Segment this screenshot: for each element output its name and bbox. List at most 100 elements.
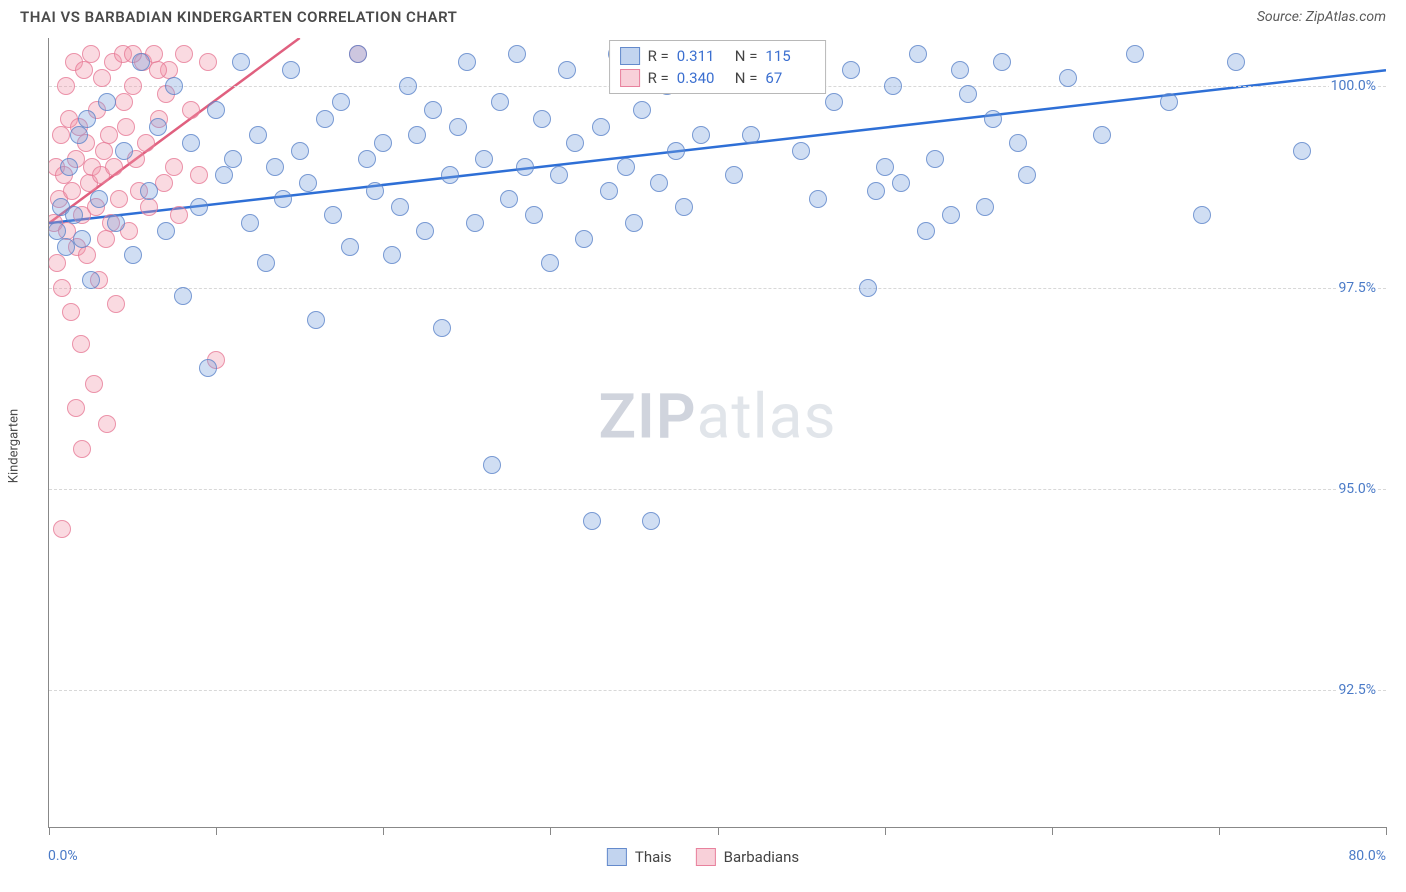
x-tick — [1219, 827, 1220, 835]
gridline — [49, 690, 1386, 691]
data-point — [525, 206, 543, 224]
data-point — [1126, 45, 1144, 63]
data-point — [942, 206, 960, 224]
data-point — [53, 279, 71, 297]
data-point — [274, 190, 292, 208]
data-point — [105, 158, 123, 176]
data-point — [249, 126, 267, 144]
data-point — [241, 214, 259, 232]
gridline — [49, 489, 1386, 490]
data-point — [93, 69, 111, 87]
data-point — [984, 110, 1002, 128]
data-point — [541, 254, 559, 272]
data-point — [62, 303, 80, 321]
data-point — [157, 222, 175, 240]
data-point — [117, 118, 135, 136]
data-point — [149, 118, 167, 136]
stat-label: N = — [735, 69, 758, 87]
data-point — [341, 238, 359, 256]
data-point — [316, 110, 334, 128]
data-point — [78, 246, 96, 264]
data-point — [458, 53, 476, 71]
data-point — [98, 415, 116, 433]
data-point — [416, 222, 434, 240]
chart-title: THAI VS BARBADIAN KINDERGARTEN CORRELATI… — [20, 8, 457, 26]
data-point — [876, 158, 894, 176]
stats-row-thais: R = 0.311 N = 115 — [620, 45, 816, 67]
data-point — [959, 85, 977, 103]
data-point — [299, 174, 317, 192]
data-point — [78, 110, 96, 128]
data-point — [182, 134, 200, 152]
data-point — [558, 61, 576, 79]
data-point — [107, 295, 125, 313]
x-tick — [550, 827, 551, 835]
data-point — [976, 198, 994, 216]
data-point — [82, 45, 100, 63]
data-point — [174, 287, 192, 305]
x-tick — [216, 827, 217, 835]
data-point — [391, 198, 409, 216]
x-tick — [885, 827, 886, 835]
data-point — [951, 61, 969, 79]
data-point — [53, 520, 71, 538]
data-point — [475, 150, 493, 168]
data-point — [650, 174, 668, 192]
data-point — [137, 134, 155, 152]
data-point — [466, 214, 484, 232]
data-point — [483, 456, 501, 474]
data-point — [358, 150, 376, 168]
data-point — [97, 230, 115, 248]
data-point — [424, 101, 442, 119]
data-point — [70, 126, 88, 144]
chart-plot-area: ZIPatlas 100.0%97.5%95.0%92.5% R = 0.311… — [48, 38, 1386, 828]
data-point — [575, 230, 593, 248]
data-point — [600, 182, 618, 200]
data-point — [67, 399, 85, 417]
data-point — [399, 77, 417, 95]
stats-row-barbadians: R = 0.340 N = 67 — [620, 67, 816, 89]
legend-item-thais: Thais — [607, 848, 672, 866]
data-point — [926, 150, 944, 168]
data-point — [190, 198, 208, 216]
data-point — [633, 101, 651, 119]
data-point — [57, 77, 75, 95]
data-point — [491, 93, 509, 111]
data-point — [550, 166, 568, 184]
data-point — [199, 53, 217, 71]
data-point — [583, 512, 601, 530]
data-point — [65, 206, 83, 224]
data-point — [449, 118, 467, 136]
data-point — [115, 142, 133, 160]
data-point — [859, 279, 877, 297]
data-point — [124, 246, 142, 264]
data-point — [82, 271, 100, 289]
data-point — [132, 53, 150, 71]
data-point — [207, 101, 225, 119]
data-point — [592, 118, 610, 136]
x-axis-min-label: 0.0% — [48, 848, 78, 864]
data-point — [149, 61, 167, 79]
data-point — [1093, 126, 1111, 144]
stat-label: R = — [648, 69, 669, 87]
swatch-pink-icon — [696, 848, 716, 866]
data-point — [383, 246, 401, 264]
chart-header: THAI VS BARBADIAN KINDERGARTEN CORRELATI… — [0, 0, 1406, 38]
y-tick-label: 100.0% — [1329, 78, 1378, 94]
data-point — [60, 158, 78, 176]
data-point — [140, 198, 158, 216]
data-point — [85, 375, 103, 393]
x-tick — [383, 827, 384, 835]
data-point — [49, 254, 66, 272]
data-point — [408, 126, 426, 144]
data-point — [1018, 166, 1036, 184]
data-point — [809, 190, 827, 208]
legend-item-barbadians: Barbadians — [696, 848, 799, 866]
data-point — [742, 126, 760, 144]
data-point — [90, 190, 108, 208]
stat-label: N = — [735, 47, 758, 65]
x-axis-max-label: 80.0% — [1348, 848, 1386, 864]
data-point — [508, 45, 526, 63]
legend-label: Thais — [635, 848, 672, 866]
data-point — [72, 335, 90, 353]
